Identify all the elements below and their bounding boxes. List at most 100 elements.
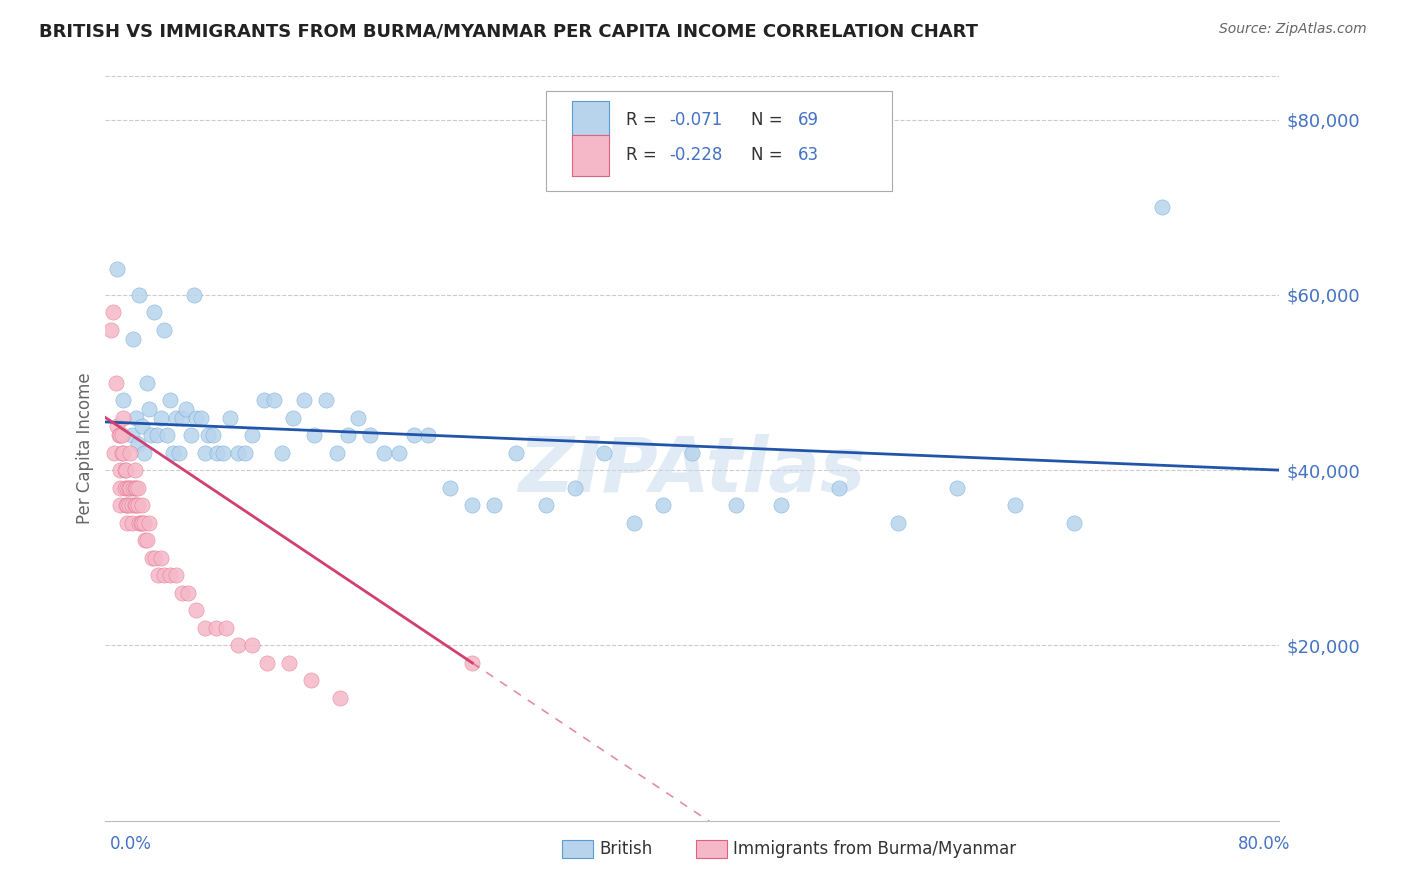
Point bbox=[115, 463, 138, 477]
Point bbox=[127, 437, 149, 451]
Point bbox=[150, 410, 173, 425]
Text: -0.228: -0.228 bbox=[669, 145, 723, 163]
Point bbox=[110, 428, 132, 442]
Point bbox=[121, 498, 143, 512]
Point bbox=[127, 498, 149, 512]
Point bbox=[170, 586, 193, 600]
Point bbox=[347, 410, 370, 425]
Point bbox=[240, 639, 263, 653]
Point bbox=[1063, 516, 1085, 530]
Point bbox=[183, 288, 205, 302]
Text: R =: R = bbox=[626, 145, 662, 163]
Point bbox=[253, 392, 276, 407]
Point bbox=[108, 498, 131, 512]
Text: R =: R = bbox=[626, 112, 662, 129]
FancyBboxPatch shape bbox=[546, 91, 891, 191]
Point bbox=[117, 498, 139, 512]
Point bbox=[128, 516, 150, 530]
Point bbox=[270, 445, 292, 459]
Point bbox=[1004, 498, 1026, 512]
Point bbox=[439, 481, 461, 495]
Point bbox=[117, 481, 139, 495]
Point bbox=[108, 481, 131, 495]
Point bbox=[170, 410, 193, 425]
Point bbox=[402, 428, 425, 442]
Point bbox=[205, 445, 228, 459]
Point bbox=[186, 603, 208, 617]
Point bbox=[112, 445, 135, 459]
Point bbox=[104, 376, 127, 390]
Point bbox=[204, 621, 226, 635]
Point bbox=[373, 445, 395, 459]
Point bbox=[159, 392, 181, 407]
Point bbox=[110, 445, 132, 459]
Point bbox=[125, 481, 148, 495]
Point bbox=[1150, 200, 1173, 214]
Point bbox=[143, 550, 166, 565]
Point bbox=[112, 392, 135, 407]
Point bbox=[120, 481, 142, 495]
Point bbox=[135, 376, 157, 390]
Point bbox=[125, 498, 148, 512]
Point bbox=[623, 516, 645, 530]
Point bbox=[226, 639, 249, 653]
Point bbox=[315, 392, 337, 407]
Point bbox=[329, 690, 352, 705]
Point bbox=[484, 498, 506, 512]
Point bbox=[593, 445, 616, 459]
Point bbox=[277, 656, 299, 670]
Point bbox=[127, 481, 149, 495]
Point bbox=[299, 673, 322, 688]
Point bbox=[186, 410, 208, 425]
Point bbox=[292, 392, 315, 407]
Point bbox=[112, 410, 135, 425]
Point bbox=[156, 428, 179, 442]
Point bbox=[564, 481, 586, 495]
Point bbox=[132, 516, 155, 530]
Text: 69: 69 bbox=[799, 112, 820, 129]
Point bbox=[326, 445, 349, 459]
Text: 80.0%: 80.0% bbox=[1239, 835, 1291, 853]
Point bbox=[108, 463, 131, 477]
Bar bbox=[571, 101, 609, 142]
Point bbox=[141, 550, 163, 565]
Point bbox=[461, 656, 484, 670]
Point bbox=[117, 516, 139, 530]
Point bbox=[534, 498, 557, 512]
Point bbox=[263, 392, 285, 407]
Point bbox=[115, 498, 138, 512]
Point bbox=[132, 445, 155, 459]
Point bbox=[105, 261, 128, 276]
Point bbox=[153, 568, 176, 582]
Point bbox=[233, 445, 256, 459]
Point bbox=[142, 305, 165, 319]
Point bbox=[194, 445, 217, 459]
Point bbox=[211, 445, 233, 459]
Point bbox=[336, 428, 359, 442]
Point bbox=[176, 586, 198, 600]
Point bbox=[124, 481, 146, 495]
Point bbox=[153, 323, 176, 337]
Point bbox=[828, 481, 851, 495]
Point bbox=[103, 445, 125, 459]
Y-axis label: Per Capita Income: Per Capita Income bbox=[76, 373, 94, 524]
Text: BRITISH VS IMMIGRANTS FROM BURMA/MYANMAR PER CAPITA INCOME CORRELATION CHART: BRITISH VS IMMIGRANTS FROM BURMA/MYANMAR… bbox=[39, 22, 979, 40]
Point bbox=[165, 568, 187, 582]
Text: Source: ZipAtlas.com: Source: ZipAtlas.com bbox=[1219, 22, 1367, 37]
Point bbox=[359, 428, 381, 442]
Point bbox=[120, 445, 142, 459]
Point bbox=[162, 445, 184, 459]
Point bbox=[128, 288, 150, 302]
Text: N =: N = bbox=[751, 112, 787, 129]
Point bbox=[131, 516, 153, 530]
Point bbox=[219, 410, 242, 425]
Point bbox=[283, 410, 305, 425]
Point bbox=[215, 621, 238, 635]
Point bbox=[190, 410, 212, 425]
Point bbox=[121, 428, 143, 442]
Point bbox=[302, 428, 325, 442]
Point bbox=[226, 445, 249, 459]
Point bbox=[418, 428, 440, 442]
Point bbox=[125, 410, 148, 425]
Point bbox=[122, 481, 145, 495]
